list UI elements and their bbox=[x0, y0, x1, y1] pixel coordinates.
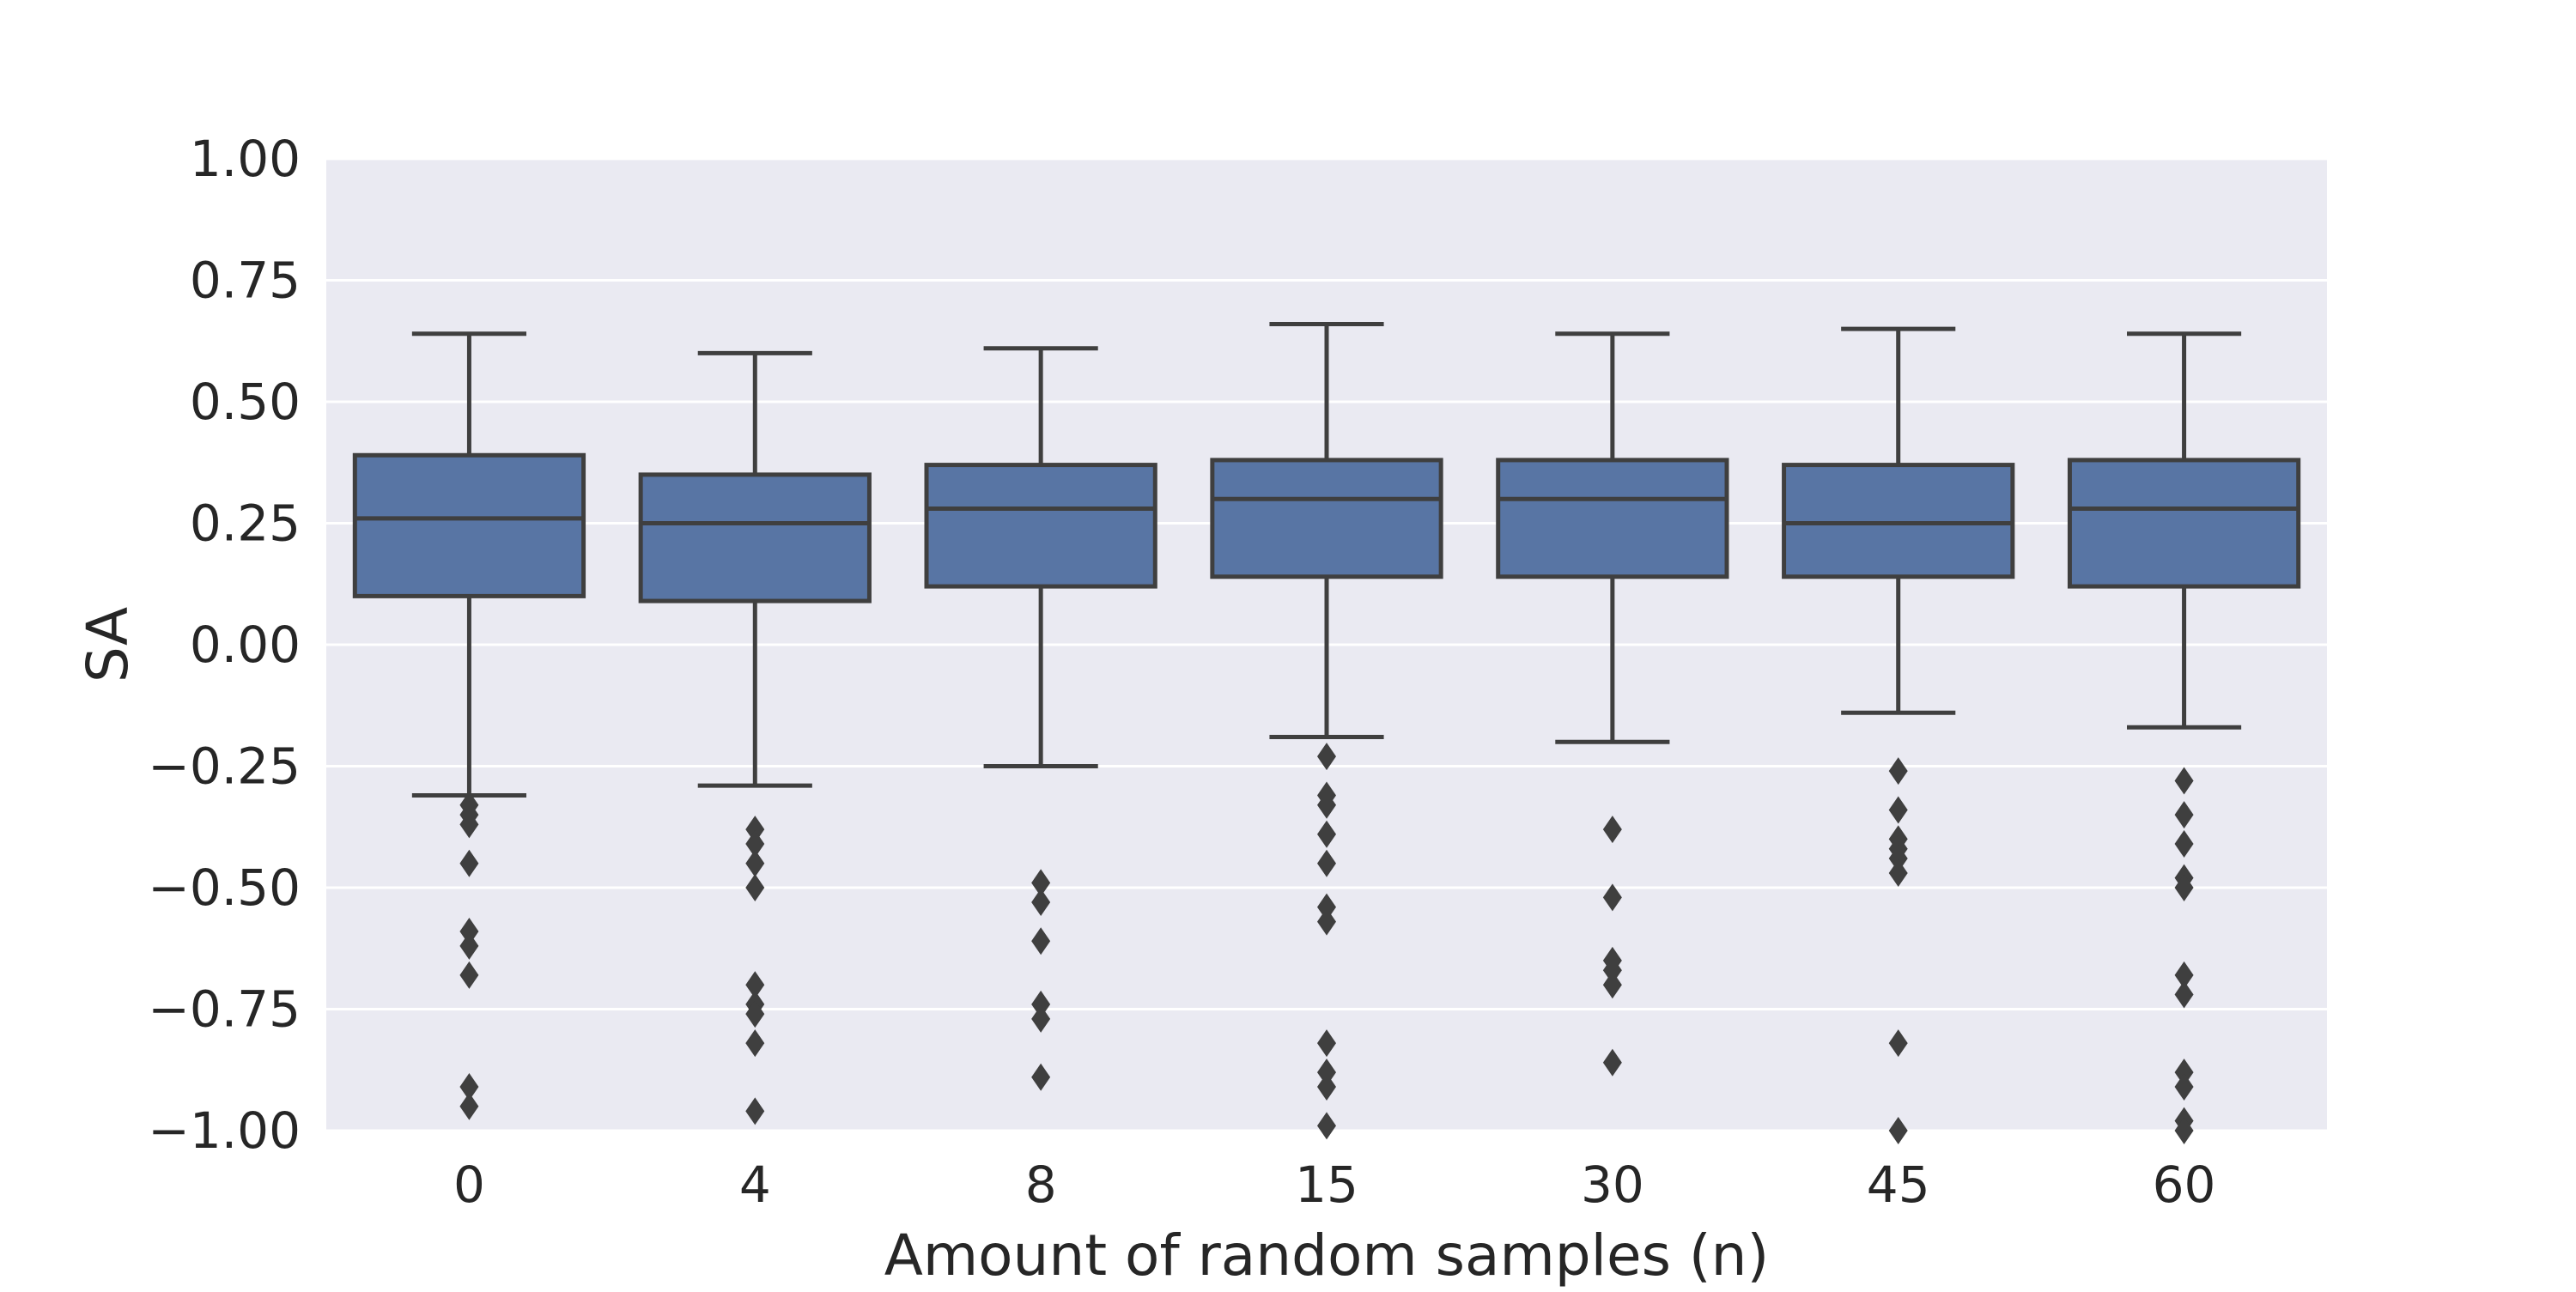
outlier-point bbox=[1317, 1073, 1336, 1101]
outlier-point bbox=[2174, 1117, 2194, 1144]
outlier-point bbox=[1888, 1117, 1908, 1144]
outlier-point bbox=[1031, 990, 1051, 1018]
outlier-point bbox=[2174, 767, 2194, 795]
y-tick-label: 0.50 bbox=[190, 373, 301, 431]
outlier-point bbox=[745, 816, 765, 844]
outlier-point bbox=[2174, 1073, 2194, 1101]
outlier-point bbox=[459, 931, 479, 960]
x-tick-label: 30 bbox=[1581, 1156, 1644, 1214]
y-tick-label: 0.75 bbox=[190, 252, 301, 310]
x-tick-label: 45 bbox=[1867, 1156, 1930, 1214]
outlier-point bbox=[2174, 980, 2194, 1009]
outlier-point bbox=[745, 1029, 765, 1058]
box-45 bbox=[1782, 326, 2015, 715]
y-tick-label: 0.00 bbox=[190, 616, 301, 674]
outlier-point bbox=[745, 1000, 765, 1028]
x-axis-ticks: 0 4 8 15 30 45 60 bbox=[453, 1156, 2216, 1214]
x-tick-label: 0 bbox=[453, 1156, 485, 1214]
outlier-point bbox=[459, 1092, 479, 1120]
box-30 bbox=[1496, 331, 1729, 744]
y-tick-label: −0.75 bbox=[148, 980, 301, 1039]
outlier-point bbox=[1888, 845, 1908, 873]
box-0 bbox=[352, 331, 586, 798]
outlier-point bbox=[745, 1097, 765, 1125]
outlier-point bbox=[1317, 893, 1336, 921]
x-axis-label: Amount of random samples (n) bbox=[884, 1222, 1770, 1288]
iqr-box bbox=[352, 452, 586, 598]
y-tick-label: 1.00 bbox=[190, 130, 301, 188]
outlier-point bbox=[1888, 1029, 1908, 1058]
box-4 bbox=[638, 350, 872, 788]
outlier-point bbox=[2174, 830, 2194, 858]
outlier-point bbox=[1888, 859, 1908, 888]
outlier-point bbox=[1317, 1058, 1336, 1087]
iqr-box bbox=[638, 472, 872, 604]
box-8 bbox=[924, 346, 1157, 768]
outlier-point bbox=[1317, 1112, 1336, 1140]
outlier-point bbox=[1317, 743, 1336, 771]
outlier-point bbox=[1317, 791, 1336, 819]
outlier-point bbox=[1317, 1029, 1336, 1058]
outlier-point bbox=[2174, 1058, 2194, 1087]
outlier-point bbox=[1031, 1004, 1051, 1033]
outlier-point bbox=[745, 971, 765, 999]
x-tick-label: 15 bbox=[1295, 1156, 1358, 1214]
outlier-point bbox=[2174, 874, 2194, 901]
y-tick-label: −1.00 bbox=[148, 1101, 301, 1160]
x-tick-label: 60 bbox=[2153, 1156, 2216, 1214]
outlier-point bbox=[1031, 927, 1051, 955]
iqr-box bbox=[2067, 458, 2301, 589]
outlier-point bbox=[459, 961, 479, 989]
outlier-point bbox=[1317, 907, 1336, 936]
outlier-point bbox=[2174, 961, 2194, 989]
iqr-box bbox=[924, 463, 1157, 589]
outlier-points bbox=[459, 743, 2194, 1144]
outlier-point bbox=[1602, 816, 1622, 844]
x-tick-label: 4 bbox=[739, 1156, 771, 1214]
outlier-point bbox=[1602, 883, 1622, 912]
outlier-point bbox=[1602, 956, 1622, 985]
outlier-point bbox=[459, 849, 479, 877]
outlier-point bbox=[1031, 888, 1051, 916]
box-60 bbox=[2067, 331, 2301, 730]
outlier-point bbox=[1602, 971, 1622, 999]
y-tick-label: −0.25 bbox=[148, 737, 301, 796]
y-tick-label: −0.50 bbox=[148, 858, 301, 917]
outlier-point bbox=[1888, 796, 1908, 824]
x-tick-label: 8 bbox=[1025, 1156, 1057, 1214]
y-tick-label: 0.25 bbox=[190, 494, 301, 553]
outlier-point bbox=[1317, 849, 1336, 877]
boxes bbox=[352, 321, 2301, 798]
outlier-point bbox=[745, 874, 765, 901]
outlier-point bbox=[1317, 820, 1336, 848]
iqr-box bbox=[1496, 458, 1729, 579]
y-axis-label: SA bbox=[75, 607, 141, 682]
y-axis-ticks: 1.00 0.75 0.50 0.25 0.00 −0.25 −0.50 −0.75 −1.00 bbox=[148, 130, 301, 1160]
box-15 bbox=[1210, 321, 1443, 740]
iqr-box bbox=[1782, 463, 2015, 579]
iqr-box bbox=[1210, 458, 1443, 579]
outlier-point bbox=[1031, 1063, 1051, 1091]
outlier-point bbox=[745, 849, 765, 877]
outlier-point bbox=[1031, 869, 1051, 897]
outlier-point bbox=[2174, 801, 2194, 829]
outlier-point bbox=[745, 830, 765, 858]
outlier-point bbox=[1888, 757, 1908, 786]
outlier-point bbox=[459, 1073, 479, 1101]
outlier-point bbox=[459, 810, 479, 839]
outlier-point bbox=[1602, 1048, 1622, 1077]
outlier-point bbox=[459, 917, 479, 945]
